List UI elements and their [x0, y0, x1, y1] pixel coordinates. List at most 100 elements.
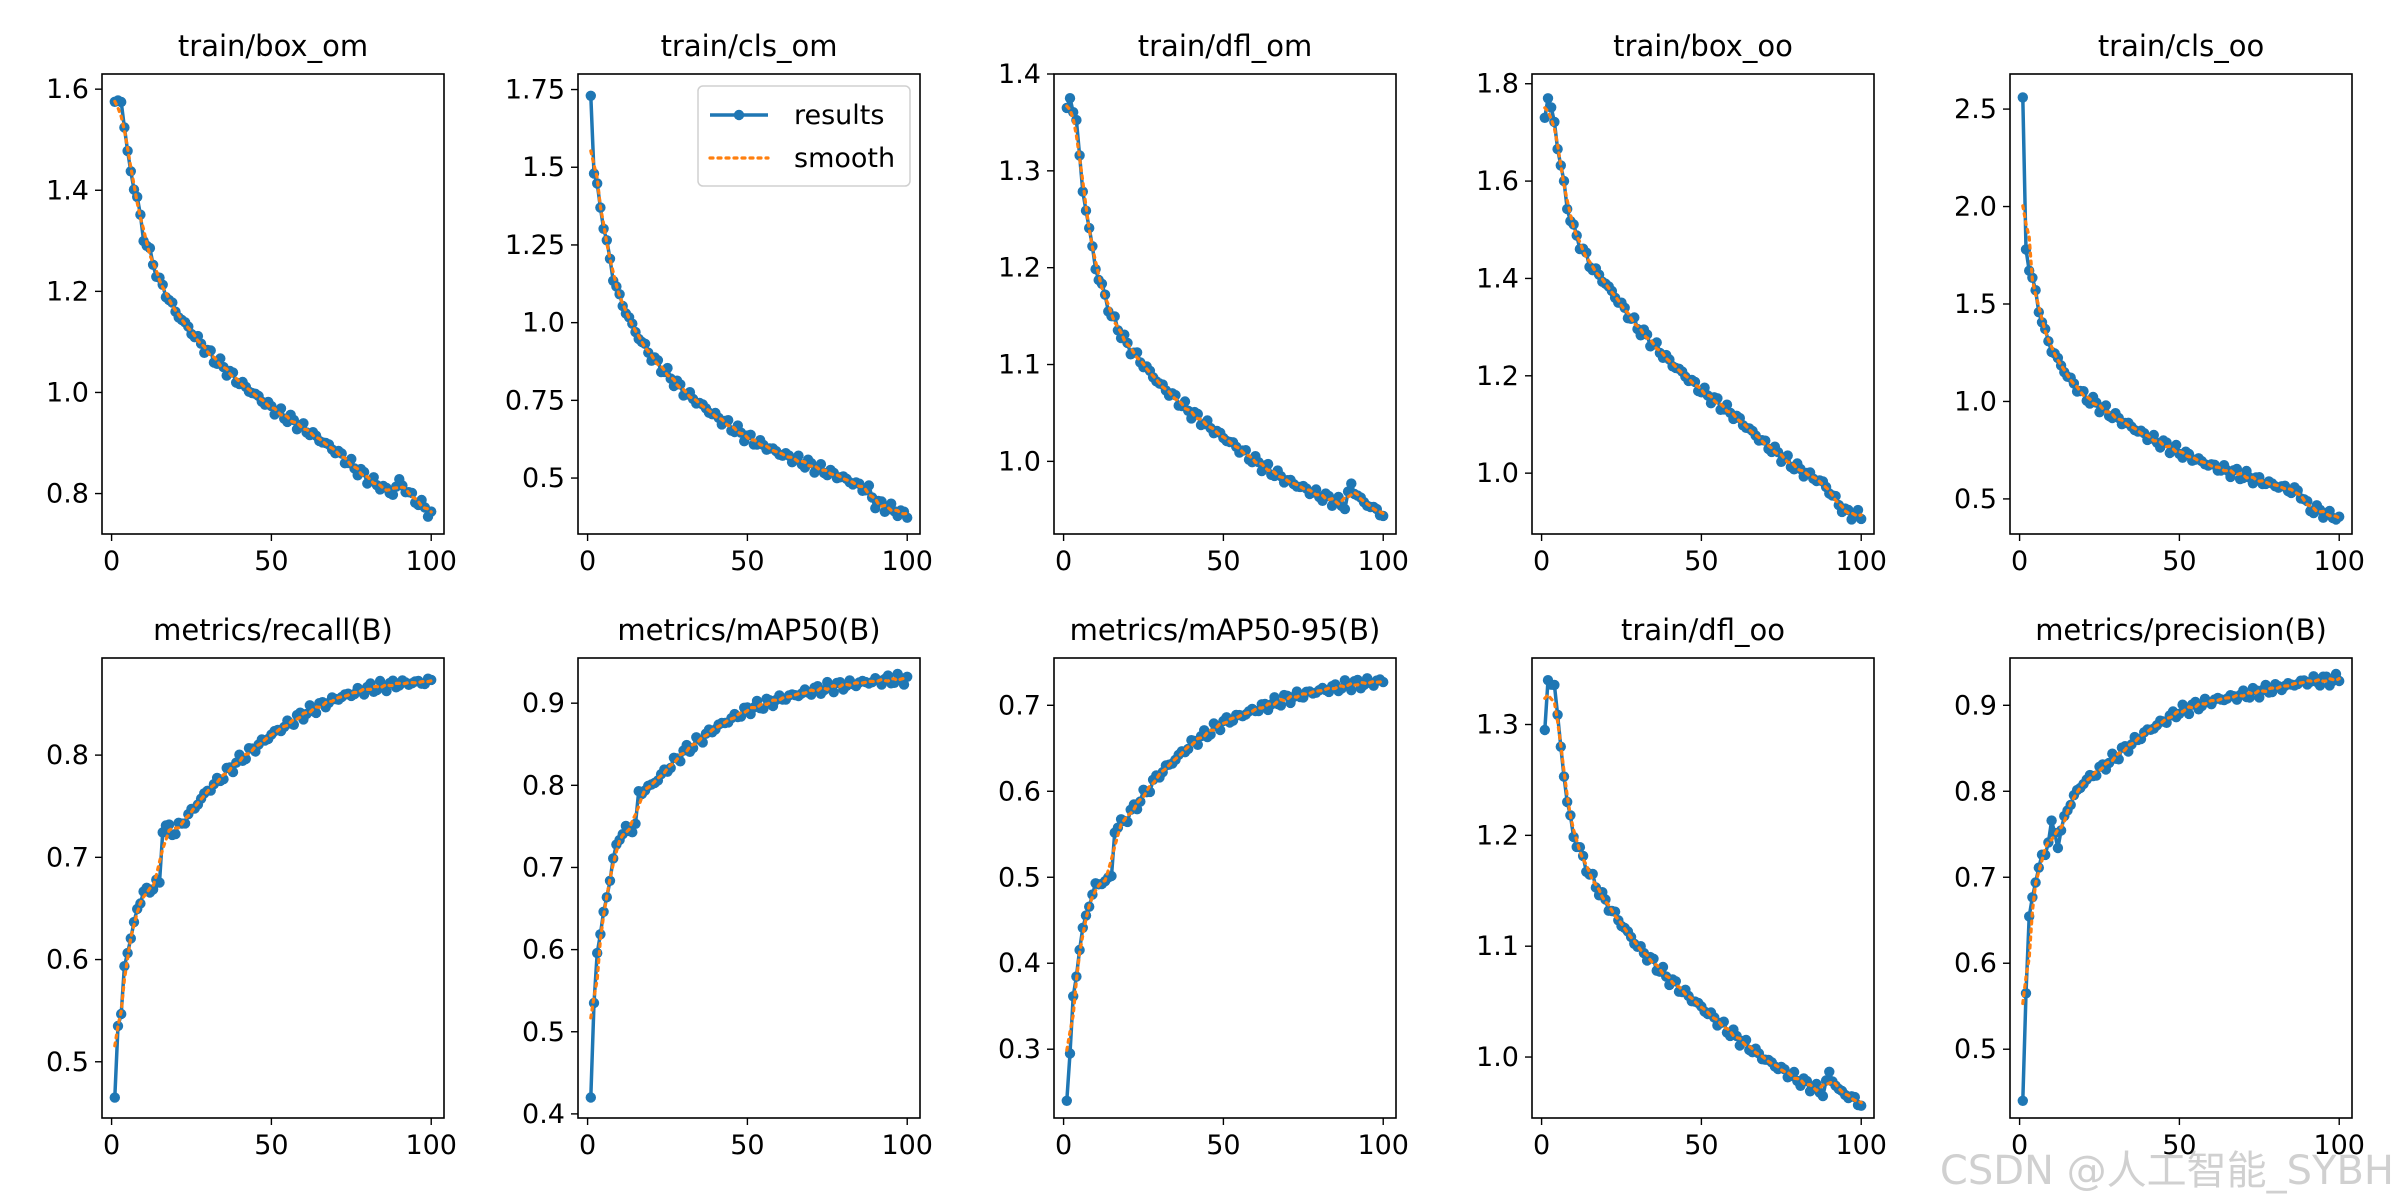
subplot-title: train/cls_oo: [2098, 29, 2264, 63]
results-point: [1378, 676, 1389, 688]
subplot-metrics-precision-b-: metrics/precision(B) 0 50 100 0.5 0.6 0.7 0.8 0.…: [1954, 613, 2365, 1161]
results-point: [585, 1092, 596, 1103]
subplot-title: train/dfl_oo: [1621, 613, 1785, 647]
axes-frame: [1531, 73, 1875, 535]
results-point: [1346, 685, 1357, 696]
smooth-line: [1543, 692, 1863, 1105]
results-point: [1856, 513, 1867, 525]
results-point: [2046, 815, 2057, 826]
x-tick-label: 0: [2011, 546, 2028, 577]
x-tick-label: 100: [405, 546, 457, 577]
x-tick-label: 50: [254, 1130, 288, 1161]
results-point: [2314, 680, 2326, 691]
y-tick-label: 1.6: [46, 74, 89, 105]
results-point: [828, 687, 839, 698]
x-tick-label: 50: [1684, 546, 1718, 577]
results-point: [1811, 1078, 1822, 1090]
results-point: [665, 762, 676, 774]
subplot-metrics-recall-b-: metrics/recall(B) 0 50 100 0.5 0.6 0.7 0.8: [46, 613, 457, 1161]
results-point: [1817, 1090, 1829, 1102]
y-tick-label: 1.0: [522, 308, 565, 339]
y-tick-label: 1.0: [998, 446, 1041, 477]
x-tick-label: 50: [2162, 546, 2196, 577]
subplot-title: metrics/mAP50(B): [617, 613, 880, 647]
y-tick-label: 1.4: [46, 175, 89, 206]
x-tick-label: 100: [1835, 546, 1887, 577]
y-tick-label: 0.75: [505, 385, 565, 416]
results-point: [1546, 102, 1557, 113]
y-tick-label: 0.6: [522, 935, 565, 966]
results-point: [1275, 700, 1287, 711]
y-tick-label: 2.0: [1954, 192, 1997, 223]
x-tick-label: 50: [254, 546, 288, 577]
legend-results-marker: [733, 109, 745, 121]
y-tick-label: 0.8: [46, 479, 89, 510]
x-tick-label: 0: [1533, 546, 1550, 577]
legend-smooth-label: smooth: [794, 143, 895, 174]
y-tick-label: 0.4: [998, 948, 1041, 979]
results-point: [1539, 112, 1551, 124]
x-tick-label: 0: [103, 546, 120, 577]
y-tick-label: 0.7: [998, 690, 1041, 721]
x-tick-label: 100: [1357, 1130, 1409, 1161]
smooth-line: [589, 676, 909, 1020]
subplot-metrics-map50-b-: metrics/mAP50(B) 0 50 100 0.4 0.5 0.6 0.7 0.8 0.9: [522, 613, 933, 1161]
results-point: [1262, 458, 1274, 470]
y-tick-label: 0.8: [46, 740, 89, 771]
results-point: [2171, 439, 2182, 451]
results-point: [1131, 347, 1143, 358]
y-tick-label: 0.5: [1954, 1034, 1997, 1065]
results-point: [387, 489, 399, 500]
results-point: [1539, 724, 1551, 736]
y-tick-label: 0.6: [998, 776, 1041, 807]
subplot-train-dfl-oo: train/dfl_oo 0 50 100 1.0 1.1 1.2 1.3: [1476, 613, 1887, 1161]
results-point: [275, 403, 287, 414]
axes-frame: [101, 73, 445, 535]
smooth-line: [589, 149, 909, 516]
results-point: [1084, 222, 1095, 234]
smooth-line: [113, 99, 433, 514]
y-tick-label: 0.9: [1954, 690, 1997, 721]
x-tick-label: 100: [1357, 546, 1409, 577]
results-line: [113, 676, 432, 1098]
x-tick-label: 100: [881, 1130, 933, 1161]
x-tick-label: 50: [2162, 1130, 2196, 1161]
y-tick-label: 1.0: [1476, 1042, 1519, 1073]
x-tick-label: 50: [1206, 546, 1240, 577]
results-point: [1061, 1095, 1073, 1107]
results-line: [1065, 96, 1384, 518]
results-point: [2052, 842, 2064, 854]
y-tick-label: 1.4: [998, 59, 1041, 90]
x-tick-label: 50: [1684, 1130, 1718, 1161]
subplot-train-box-om: train/box_om 0 50 100 0.8 1.0 1.2 1.4 1.6: [46, 29, 457, 577]
subplot-title: train/box_om: [178, 29, 368, 63]
y-tick-label: 1.2: [998, 253, 1041, 284]
y-tick-label: 1.3: [1476, 710, 1519, 741]
x-tick-label: 0: [1533, 1130, 1550, 1161]
results-point: [723, 415, 734, 426]
smooth-line: [113, 679, 433, 1048]
results-point: [240, 753, 251, 765]
x-tick-label: 100: [2313, 1130, 2365, 1161]
results-point: [170, 828, 181, 840]
y-tick-label: 1.1: [1476, 931, 1519, 962]
results-line: [1065, 676, 1385, 1101]
y-tick-label: 0.3: [998, 1034, 1041, 1065]
y-tick-label: 0.9: [522, 688, 565, 719]
subplot-title: metrics/precision(B): [2035, 613, 2327, 647]
axes-frame: [577, 657, 921, 1119]
y-tick-label: 0.5: [46, 1047, 89, 1078]
y-tick-label: 1.1: [998, 350, 1041, 381]
axes-frame: [2009, 73, 2353, 535]
results-point: [368, 472, 379, 483]
results-point: [902, 671, 913, 682]
y-tick-label: 1.0: [46, 377, 89, 408]
subplot-metrics-map50-95-b-: metrics/mAP50-95(B) 0 50 100 0.3 0.4 0.5 0.6 0.7: [998, 613, 1409, 1161]
y-tick-label: 0.8: [1954, 776, 1997, 807]
subplot-title: metrics/recall(B): [153, 613, 393, 647]
results-point: [1856, 1100, 1867, 1111]
x-tick-label: 100: [1835, 1130, 1887, 1161]
y-tick-label: 1.0: [1476, 458, 1519, 489]
subplot-title: train/cls_om: [661, 29, 838, 63]
y-tick-label: 0.5: [1954, 484, 1997, 515]
